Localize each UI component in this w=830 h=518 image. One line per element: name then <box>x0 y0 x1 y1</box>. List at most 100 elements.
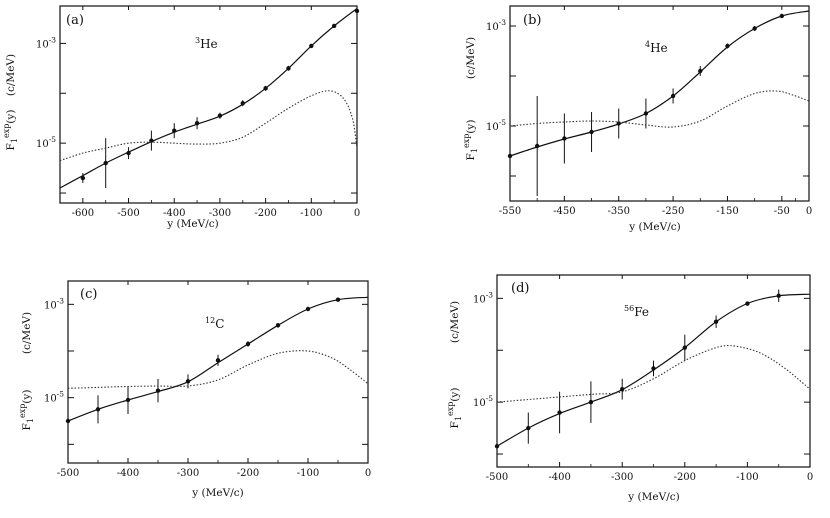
x-tick-label: -100 <box>297 468 319 479</box>
plot-frame <box>59 5 358 204</box>
y-axis-unit: (c/MeV) <box>449 301 461 343</box>
nucleus-mass: 3 <box>195 36 200 45</box>
fit-curve <box>59 8 358 189</box>
x-axis-label: y (MeV/c) <box>627 491 679 503</box>
y-ticks: 10-510-3 <box>36 35 357 194</box>
x-tick-label: -400 <box>548 472 570 483</box>
y-axis-unit: (c/MeV) <box>465 37 477 79</box>
chart-marks <box>494 289 811 449</box>
y-tick-base: 10 <box>486 22 499 33</box>
x-tick-label: -200 <box>237 468 259 479</box>
x-tick-label: -200 <box>674 472 696 483</box>
nucleus-symbol: He <box>650 41 668 55</box>
y-tick-exp: -5 <box>49 135 57 144</box>
y-tick-label: 10-3 <box>473 290 493 305</box>
x-tick-label: -600 <box>72 208 94 219</box>
y-axis-label: F1exp(y) <box>462 120 479 161</box>
y-tick-exp: -3 <box>57 296 65 305</box>
nucleus-symbol: Fe <box>634 305 649 319</box>
x-tick-label: -450 <box>553 206 575 217</box>
x-tick-label: -500 <box>117 208 139 219</box>
y-tick-exp: -5 <box>486 394 494 403</box>
y-axis-sub: 1 <box>454 416 463 421</box>
x-axis-label: y (MeV/c) <box>166 218 218 230</box>
nucleus-mass: 12 <box>205 316 215 325</box>
y-tick-label: 10-3 <box>486 18 506 33</box>
x-ticks: -600 -500 -400 -300 -200 -100 0 <box>72 6 360 219</box>
x-tick-label: -100 <box>736 472 758 483</box>
x-tick-label: -250 <box>662 206 684 217</box>
panel-tag: (c) <box>80 287 97 302</box>
calculation-curve <box>509 90 810 128</box>
data-point <box>725 43 730 49</box>
y-axis-sub: 1 <box>470 148 479 153</box>
y-axis-arg: (y) <box>5 110 17 124</box>
y-tick-base: 10 <box>486 122 499 133</box>
y-axis-label: F1exp(y) <box>446 388 463 429</box>
x-tick-label: -550 <box>499 206 521 217</box>
y-tick-label: 10-5 <box>44 390 64 405</box>
y-axis-unit: (c/MeV) <box>5 54 17 96</box>
x-tick-label: -400 <box>117 468 139 479</box>
panel-b: (b) 4He y (MeV/c) F1exp(y) (c/MeV) -550 -… <box>462 5 812 233</box>
panel-tag: (a) <box>66 13 84 28</box>
y-tick-base: 10 <box>44 394 57 405</box>
y-axis-sup: exp <box>462 134 471 148</box>
x-tick-label: -300 <box>209 208 231 219</box>
x-tick-label: 0 <box>365 468 371 479</box>
x-tick-label: -150 <box>716 206 738 217</box>
chart-marks <box>59 8 360 189</box>
nucleus-mass: 56 <box>624 304 634 313</box>
y-tick-label: 10-5 <box>473 394 493 409</box>
y-tick-base: 10 <box>473 294 486 305</box>
panel-tag: (b) <box>523 13 541 28</box>
fit-curve <box>509 10 810 157</box>
x-tick-label: -300 <box>177 468 199 479</box>
y-ticks: 10-510-3 <box>44 296 368 445</box>
chart-marks <box>507 10 810 196</box>
y-ticks: 10-510-3 <box>486 18 809 177</box>
x-tick-label: 0 <box>807 472 813 483</box>
nucleus-mass: 4 <box>645 40 650 49</box>
calculation-curve <box>496 344 811 403</box>
x-ticks: -550 -450 -350 -250 -150 -50 0 <box>499 6 812 217</box>
x-tick-label: -500 <box>57 468 79 479</box>
y-tick-exp: -3 <box>486 290 494 299</box>
fit-curve <box>496 293 811 447</box>
nucleus-symbol: He <box>200 37 218 51</box>
y-tick-base: 10 <box>473 398 486 409</box>
y-axis-f: F <box>465 153 477 160</box>
y-tick-exp: -3 <box>49 35 57 44</box>
y-tick-exp: -5 <box>499 118 507 127</box>
y-tick-base: 10 <box>44 300 57 311</box>
y-tick-label: 10-3 <box>36 35 56 50</box>
nucleus-label: 4He <box>645 40 668 55</box>
x-tick-label: -100 <box>300 208 322 219</box>
data-point <box>80 175 86 181</box>
y-tick-base: 10 <box>36 39 49 50</box>
panel-tag: (d) <box>511 281 529 296</box>
panel-c: (c) 12C y (MeV/c) F1exp(y) (c/MeV) -500-… <box>18 280 371 499</box>
x-tick-label: -50 <box>774 206 790 217</box>
nucleus-label: 3He <box>195 36 218 51</box>
x-tick-label: -300 <box>611 472 633 483</box>
calculation-curve <box>67 350 369 389</box>
y-axis-arg: (y) <box>21 390 33 404</box>
x-tick-label: -500 <box>486 472 508 483</box>
y-axis-sup: exp <box>18 404 27 418</box>
calculation-curve <box>59 90 358 162</box>
y-tick-label: 10-5 <box>486 118 506 133</box>
plot-frame <box>67 280 369 464</box>
y-axis-label: F1exp(y) <box>18 390 35 431</box>
y-axis-label: F1exp(y) <box>2 110 19 151</box>
y-axis-arg: (y) <box>465 120 477 134</box>
x-tick-label: 0 <box>806 206 812 217</box>
y-axis-f: F <box>449 421 461 428</box>
nucleus-symbol: C <box>215 317 224 331</box>
y-axis-sub: 1 <box>26 418 35 423</box>
y-tick-label: 10-5 <box>36 135 56 150</box>
x-axis-label: y (MeV/c) <box>628 221 680 233</box>
y-tick-exp: -3 <box>499 18 507 27</box>
panel-d: (d) 56Fe y (MeV/c) F1exp(y) (c/MeV) -500… <box>446 274 813 503</box>
nucleus-label: 12C <box>205 316 224 331</box>
